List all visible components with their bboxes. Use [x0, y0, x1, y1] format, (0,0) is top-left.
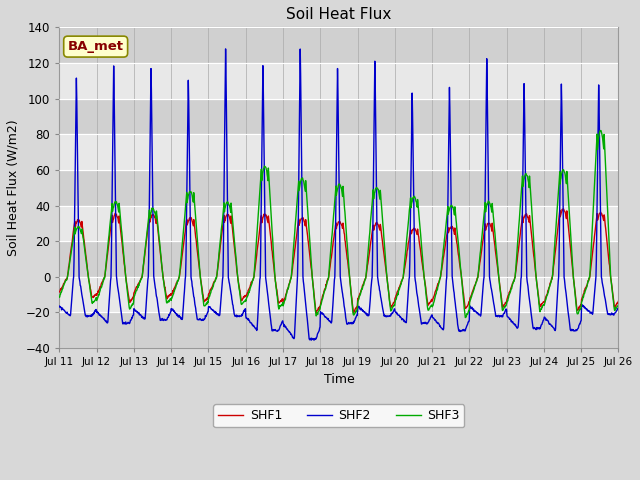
SHF1	[548, 273, 556, 279]
SHF2	[500, 311, 508, 317]
SHF1	[499, 302, 507, 308]
X-axis label: Time: Time	[323, 372, 355, 386]
Bar	[60, 134, 618, 170]
SHF1	[559, 206, 567, 212]
Bar	[60, 205, 618, 241]
SHF2	[427, 315, 435, 321]
SHF3	[614, 301, 622, 307]
SHF2	[243, 315, 250, 321]
Line: SHF2: SHF2	[60, 49, 618, 340]
SHF3	[426, 305, 433, 311]
SHF1	[426, 300, 434, 305]
Y-axis label: Soil Heat Flux (W/m2): Soil Heat Flux (W/m2)	[7, 120, 20, 256]
Line: SHF3: SHF3	[60, 131, 618, 318]
SHF1	[56, 289, 63, 295]
Text: BA_met: BA_met	[68, 40, 124, 53]
SHF2	[308, 337, 316, 343]
Bar	[60, 63, 618, 98]
SHF2	[56, 303, 63, 309]
SHF2	[549, 324, 557, 330]
SHF3	[180, 226, 188, 232]
SHF2	[180, 299, 188, 304]
SHF2	[222, 46, 230, 52]
SHF3	[461, 315, 469, 321]
SHF1	[180, 241, 188, 247]
Title: Soil Heat Flux: Soil Heat Flux	[286, 7, 392, 22]
Legend: SHF1, SHF2, SHF3: SHF1, SHF2, SHF3	[214, 404, 465, 427]
SHF3	[56, 294, 63, 300]
SHF1	[312, 310, 320, 316]
SHF3	[166, 297, 174, 302]
SHF1	[614, 298, 622, 304]
Line: SHF1: SHF1	[60, 209, 618, 313]
SHF1	[243, 292, 250, 298]
Bar	[60, 277, 618, 312]
SHF2	[614, 305, 622, 311]
SHF1	[166, 292, 174, 298]
SHF3	[596, 128, 604, 133]
SHF3	[499, 307, 507, 313]
SHF3	[243, 297, 250, 302]
SHF2	[166, 310, 174, 316]
SHF3	[548, 274, 556, 280]
